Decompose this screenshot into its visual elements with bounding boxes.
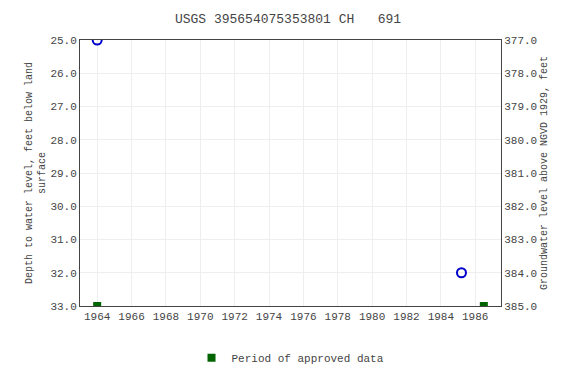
svg-text:31.0: 31.0 [50, 234, 76, 246]
svg-text:1984: 1984 [428, 311, 455, 323]
svg-text:Groundwater level above NGVD 1: Groundwater level above NGVD 1929, feet [539, 56, 550, 290]
svg-text:Depth to water level, feet bel: Depth to water level, feet below landsur… [24, 62, 48, 284]
svg-text:383.0: 383.0 [504, 234, 537, 246]
svg-text:1968: 1968 [153, 311, 179, 323]
svg-text:26.0: 26.0 [50, 68, 76, 80]
svg-text:1974: 1974 [256, 311, 283, 323]
svg-text:1970: 1970 [187, 311, 213, 323]
svg-text:27.0: 27.0 [50, 101, 76, 113]
svg-text:28.0: 28.0 [50, 135, 76, 147]
svg-text:1966: 1966 [118, 311, 144, 323]
svg-text:382.0: 382.0 [504, 201, 537, 213]
svg-text:1978: 1978 [325, 311, 351, 323]
svg-text:29.0: 29.0 [50, 168, 76, 180]
svg-text:377.0: 377.0 [504, 35, 537, 47]
svg-text:1980: 1980 [359, 311, 385, 323]
svg-text:1976: 1976 [290, 311, 316, 323]
svg-text:379.0: 379.0 [504, 101, 537, 113]
svg-text:Period of approved data: Period of approved data [232, 353, 384, 365]
svg-text:385.0: 385.0 [504, 301, 537, 313]
svg-text:1986: 1986 [462, 311, 488, 323]
svg-text:378.0: 378.0 [504, 68, 537, 80]
svg-text:32.0: 32.0 [50, 268, 76, 280]
svg-text:384.0: 384.0 [504, 268, 537, 280]
svg-text:30.0: 30.0 [50, 201, 76, 213]
svg-text:33.0: 33.0 [50, 301, 76, 313]
svg-text:381.0: 381.0 [504, 168, 537, 180]
svg-text:1972: 1972 [221, 311, 247, 323]
svg-text:USGS 395654075353801 CH 691: USGS 395654075353801 CH 691 [175, 12, 401, 27]
svg-text:380.0: 380.0 [504, 135, 537, 147]
svg-text:1964: 1964 [84, 311, 111, 323]
svg-text:1982: 1982 [393, 311, 419, 323]
svg-text:25.0: 25.0 [50, 35, 76, 47]
